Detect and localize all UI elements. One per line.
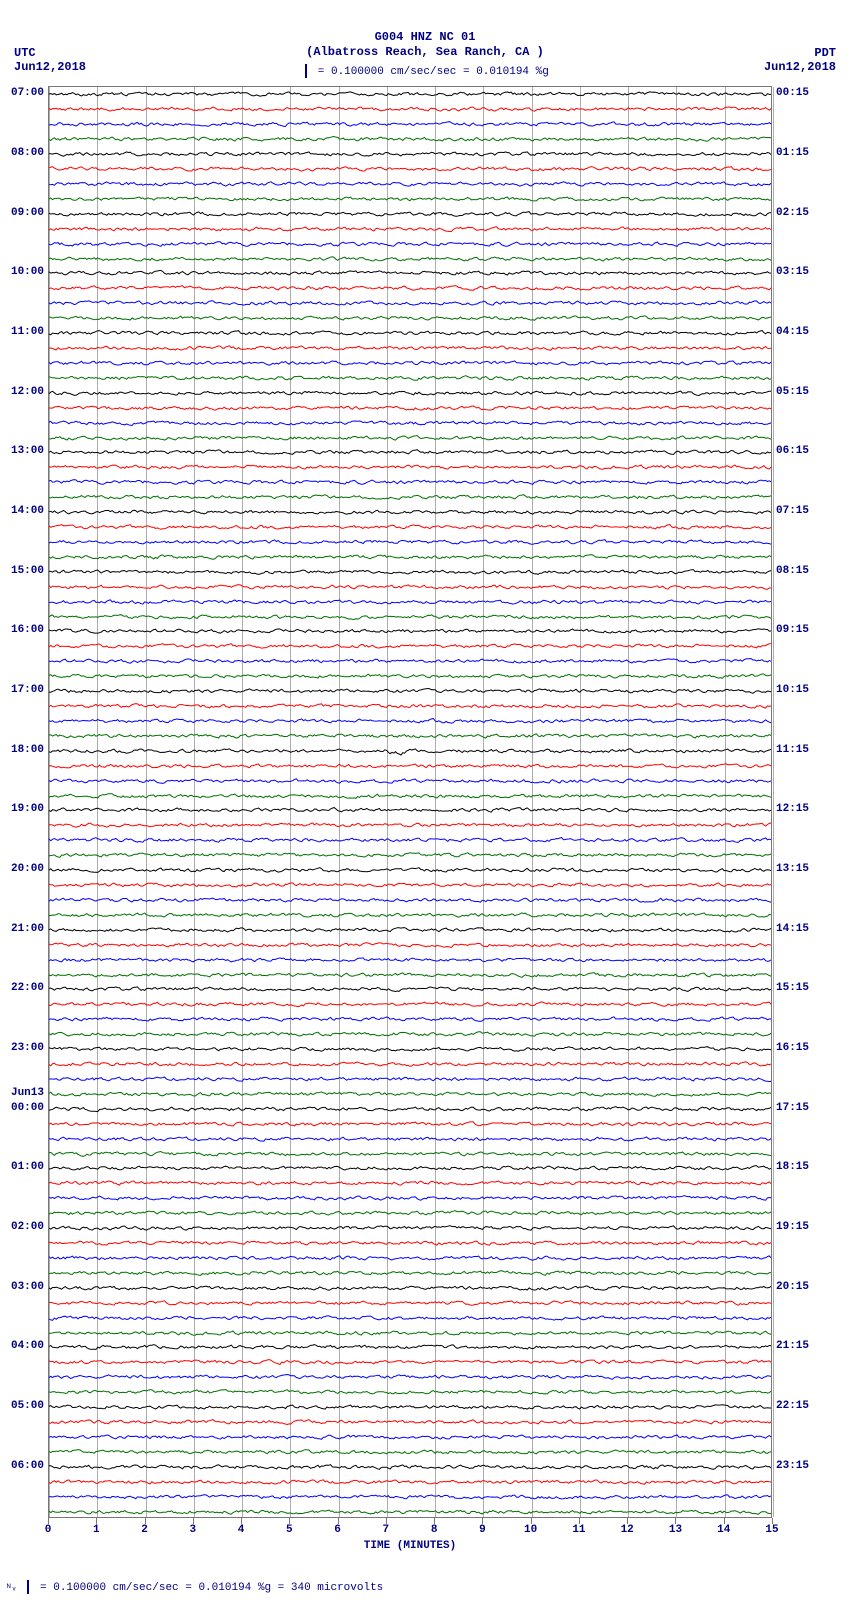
time-label-pdt: 13:15: [776, 863, 809, 875]
x-tick-label: 9: [479, 1524, 486, 1536]
time-label-utc: 12:00: [11, 386, 44, 398]
x-tick-label: 12: [621, 1524, 634, 1536]
scale-note: = 0.100000 cm/sec/sec = 0.010194 %g: [0, 64, 850, 78]
time-label-pdt: 11:15: [776, 744, 809, 756]
x-tick-label: 0: [45, 1524, 52, 1536]
time-label-utc: 05:00: [11, 1400, 44, 1412]
seismogram-container: UTC Jun12,2018 PDT Jun12,2018 G004 HNZ N…: [0, 0, 850, 1613]
footer-text: = 0.100000 cm/sec/sec = 0.010194 %g = 34…: [40, 1582, 383, 1594]
time-label-utc: 00:00: [11, 1102, 44, 1114]
seismic-trace: [49, 1505, 771, 1519]
time-label-utc: 16:00: [11, 624, 44, 636]
time-label-pdt: 12:15: [776, 803, 809, 815]
tz-left-label: UTC: [14, 46, 36, 60]
time-label-utc: 19:00: [11, 803, 44, 815]
x-tick-label: 4: [238, 1524, 245, 1536]
time-label-utc: 20:00: [11, 863, 44, 875]
x-tick-label: 14: [717, 1524, 730, 1536]
time-label-utc: 07:00: [11, 87, 44, 99]
time-label-utc: 06:00: [11, 1460, 44, 1472]
time-label-utc: 21:00: [11, 923, 44, 935]
time-label-pdt: 14:15: [776, 923, 809, 935]
time-label-utc: 14:00: [11, 505, 44, 517]
time-label-pdt: 10:15: [776, 684, 809, 696]
time-label-pdt: 21:15: [776, 1340, 809, 1352]
footer-scale: ᴺᵥ = 0.100000 cm/sec/sec = 0.010194 %g =…: [6, 1580, 383, 1594]
time-label-pdt: 17:15: [776, 1102, 809, 1114]
station-location: (Albatross Reach, Sea Ranch, CA ): [0, 45, 850, 60]
x-tick-label: 2: [141, 1524, 148, 1536]
time-label-pdt: 15:15: [776, 982, 809, 994]
time-label-pdt: 23:15: [776, 1460, 809, 1472]
x-tick-label: 11: [572, 1524, 585, 1536]
time-label-utc: 02:00: [11, 1221, 44, 1233]
date-left-label: Jun12,2018: [14, 60, 86, 74]
time-label-utc: 03:00: [11, 1281, 44, 1293]
scale-note-text: = 0.100000 cm/sec/sec = 0.010194 %g: [318, 66, 549, 78]
time-label-pdt: 04:15: [776, 326, 809, 338]
time-label-pdt: 19:15: [776, 1221, 809, 1233]
seismogram-plot: [48, 86, 772, 1518]
time-label-utc: 04:00: [11, 1340, 44, 1352]
time-label-pdt: 02:15: [776, 207, 809, 219]
x-tick-label: 6: [334, 1524, 341, 1536]
time-label-pdt: 18:15: [776, 1161, 809, 1173]
scale-bar-icon: [305, 64, 307, 78]
time-label-pdt: 08:15: [776, 565, 809, 577]
time-label-pdt: 16:15: [776, 1042, 809, 1054]
x-tick-label: 7: [383, 1524, 390, 1536]
tz-right-label: PDT: [814, 46, 836, 60]
time-label-utc: 01:00: [11, 1161, 44, 1173]
station-id: G004 HNZ NC 01: [0, 30, 850, 45]
time-label-utc: 22:00: [11, 982, 44, 994]
footer-scale-bar-icon: [27, 1580, 29, 1594]
time-label-utc: 15:00: [11, 565, 44, 577]
time-label-pdt: 05:15: [776, 386, 809, 398]
plot-area: 07:0008:0009:0010:0011:0012:0013:0014:00…: [48, 86, 772, 1518]
time-label-utc: 18:00: [11, 744, 44, 756]
footer-wiggle-icon: ᴺᵥ: [6, 1583, 17, 1593]
x-axis: TIME (MINUTES) 0123456789101112131415: [48, 1518, 772, 1558]
time-label-utc: 09:00: [11, 207, 44, 219]
time-label-pdt: 07:15: [776, 505, 809, 517]
x-axis-title: TIME (MINUTES): [48, 1540, 772, 1552]
x-tick-label: 13: [669, 1524, 682, 1536]
time-label-pdt: 20:15: [776, 1281, 809, 1293]
time-label-pdt: 03:15: [776, 266, 809, 278]
gridline: [773, 87, 774, 1517]
chart-header: G004 HNZ NC 01 (Albatross Reach, Sea Ran…: [0, 0, 850, 78]
x-tick-label: 1: [93, 1524, 100, 1536]
time-label-pdt: 09:15: [776, 624, 809, 636]
x-tick-label: 5: [286, 1524, 293, 1536]
x-tick-label: 10: [524, 1524, 537, 1536]
time-label-pdt: 00:15: [776, 87, 809, 99]
x-tick-label: 15: [765, 1524, 778, 1536]
time-label-pdt: 06:15: [776, 445, 809, 457]
x-tick-label: 3: [189, 1524, 196, 1536]
time-label-utc: Jun13: [11, 1087, 44, 1099]
time-label-utc: 13:00: [11, 445, 44, 457]
time-label-utc: 17:00: [11, 684, 44, 696]
time-label-pdt: 01:15: [776, 147, 809, 159]
time-label-utc: 08:00: [11, 147, 44, 159]
time-label-pdt: 22:15: [776, 1400, 809, 1412]
time-label-utc: 11:00: [11, 326, 44, 338]
time-label-utc: 23:00: [11, 1042, 44, 1054]
x-tick-label: 8: [431, 1524, 438, 1536]
time-label-utc: 10:00: [11, 266, 44, 278]
date-right-label: Jun12,2018: [764, 60, 836, 74]
